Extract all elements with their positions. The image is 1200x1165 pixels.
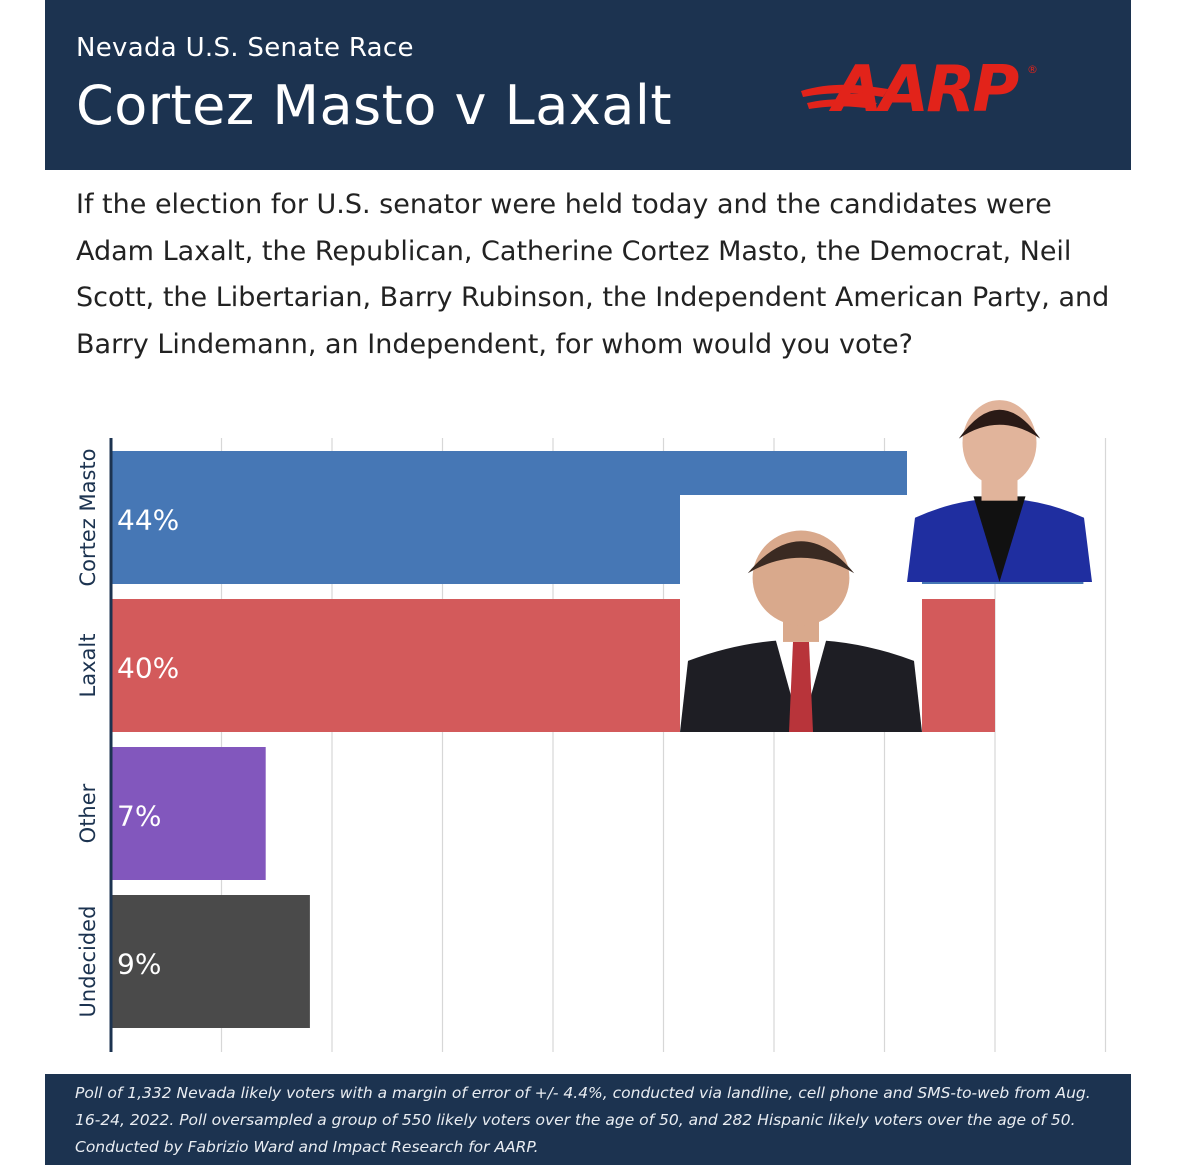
bar-other <box>111 747 266 880</box>
category-label: Undecided <box>76 906 100 1018</box>
footer-banner: Poll of 1,332 Nevada likely voters with … <box>45 1074 1131 1165</box>
bar-undecided <box>111 895 310 1028</box>
category-label: Other <box>76 783 100 843</box>
aarp-logo: AARP ® <box>801 53 1038 123</box>
bar-value-label: 7% <box>117 800 161 833</box>
bar-value-label: 44% <box>117 504 179 537</box>
category-label: Cortez Masto <box>76 448 100 586</box>
chart-subtitle: Nevada U.S. Senate Race <box>76 33 414 63</box>
svg-text:AARP: AARP <box>828 53 1019 123</box>
category-label: Laxalt <box>76 634 100 698</box>
header-banner: Nevada U.S. Senate Race Cortez Masto v L… <box>45 0 1131 170</box>
chart-title: Cortez Masto v Laxalt <box>76 74 673 137</box>
bar-value-label: 40% <box>117 652 179 685</box>
methodology-note: Poll of 1,332 Nevada likely voters with … <box>75 1084 1091 1156</box>
cortez-masto-photo <box>907 368 1092 582</box>
bar-value-label: 9% <box>117 948 161 981</box>
poll-question: If the election for U.S. senator were he… <box>76 189 1110 360</box>
laxalt-photo <box>680 495 922 732</box>
svg-text:®: ® <box>1027 63 1038 76</box>
